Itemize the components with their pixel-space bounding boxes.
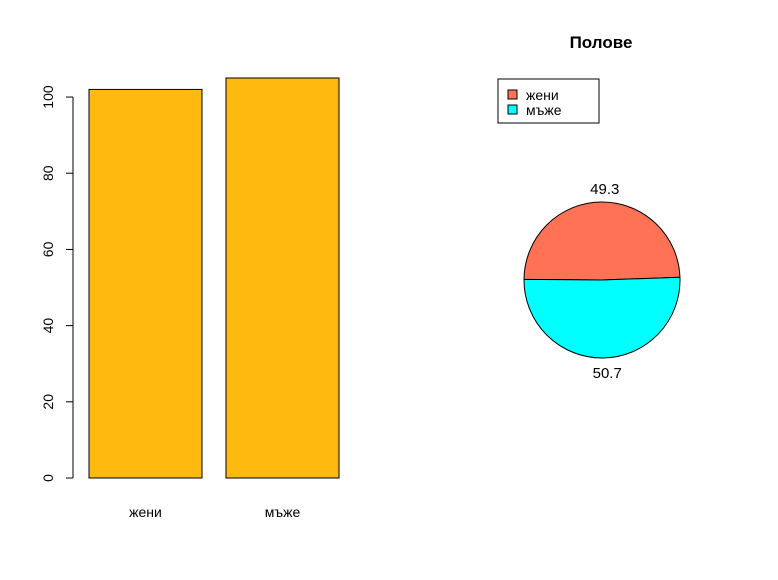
x-category-label: жени (129, 504, 162, 520)
legend-swatch-мъже (507, 104, 518, 115)
y-tick-label: 80 (40, 165, 56, 181)
y-tick-label: 0 (40, 474, 56, 482)
y-tick-label: 20 (40, 394, 56, 410)
bar-chart-y-axis: 0 20 40 60 80 100 (40, 85, 74, 482)
pie-slice-label: 49.3 (590, 181, 619, 198)
pie-slices (523, 201, 681, 359)
pie-slice-мъже (523, 276, 681, 359)
bar-chart: 0 20 40 60 80 100 жени мъже (40, 77, 340, 520)
x-category-label: мъже (265, 504, 301, 520)
legend-box (497, 78, 600, 124)
legend-label: жени (526, 87, 559, 103)
bar-мъже (225, 77, 340, 479)
legend-label: мъже (526, 102, 562, 118)
legend-swatch-жени (507, 89, 518, 100)
pie-slice-labels: 49.3 50.7 (590, 181, 622, 382)
bar-chart-x-labels: жени мъже (129, 504, 300, 520)
y-tick-label: 100 (40, 85, 56, 109)
pie-title: Полове (570, 33, 633, 52)
bar-жени (88, 88, 203, 479)
y-tick-label: 60 (40, 241, 56, 257)
pie-slice-label: 50.7 (593, 365, 622, 382)
y-tick-label: 40 (40, 318, 56, 334)
pie-slice-жени (523, 201, 681, 281)
bar-chart-bars (88, 77, 340, 479)
